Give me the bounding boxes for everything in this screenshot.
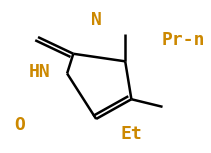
Text: O: O xyxy=(14,116,25,134)
Text: Et: Et xyxy=(120,125,142,143)
Text: N: N xyxy=(91,11,101,29)
Text: HN: HN xyxy=(29,63,51,81)
Text: Pr-n: Pr-n xyxy=(162,31,205,49)
